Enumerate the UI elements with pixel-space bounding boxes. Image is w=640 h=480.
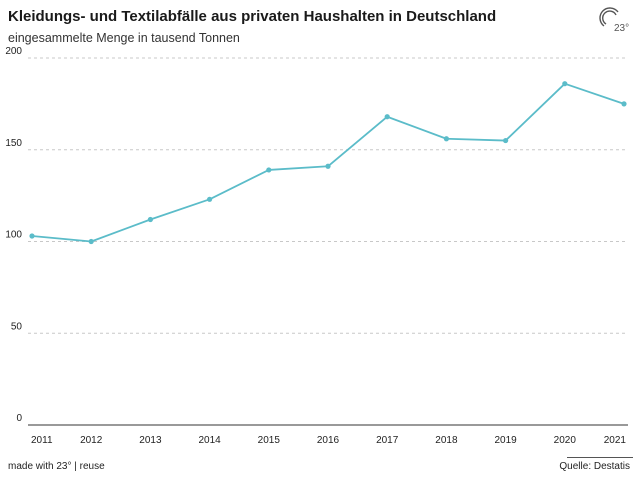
y-tick-label: 0 [16, 413, 22, 424]
made-with-link[interactable]: made with 23° | reuse [8, 461, 105, 472]
brand-logo-icon[interactable]: 23° [596, 6, 630, 34]
series-layer [29, 81, 627, 245]
data-point[interactable] [147, 216, 153, 223]
data-point[interactable] [325, 163, 331, 169]
data-point[interactable] [207, 196, 213, 202]
y-tick-label: 200 [5, 46, 22, 57]
x-tick-labels: 2011 2012 2013 2014 2015 2016 2017 2018 2019 2020… [31, 435, 626, 446]
y-tick-labels: 0 50 100 150 200 [5, 46, 22, 424]
x-tick-label: 2016 [317, 435, 340, 446]
data-point[interactable] [384, 114, 390, 120]
x-tick-label: 2019 [494, 435, 517, 446]
data-point[interactable] [562, 81, 568, 87]
chart-title: Kleidungs- und Textilabfälle aus private… [8, 8, 497, 25]
y-tick-label: 100 [5, 230, 22, 241]
grid-lines [28, 57, 628, 426]
x-tick-label: 2020 [554, 435, 577, 446]
series-line [31, 82, 625, 243]
y-tick-label: 50 [11, 321, 23, 332]
data-point[interactable] [443, 136, 449, 142]
data-point[interactable] [88, 238, 94, 245]
x-tick-label: 2018 [435, 435, 458, 446]
y-tick-label: 150 [5, 138, 22, 149]
footer-divider [567, 457, 633, 458]
data-point[interactable] [266, 167, 272, 173]
x-tick-label: 2014 [198, 435, 221, 446]
data-point[interactable] [503, 137, 509, 144]
data-point[interactable] [621, 101, 627, 107]
x-tick-label: 2015 [258, 435, 281, 446]
chart-subtitle: eingesammelte Menge in tausend Tonnen [8, 31, 240, 45]
x-tick-label: 2013 [139, 435, 162, 446]
source-label: Quelle: Destatis [559, 461, 630, 472]
x-tick-label: 2011 [31, 435, 53, 446]
x-tick-label: 2012 [80, 435, 103, 446]
logo-text: 23° [614, 23, 629, 34]
x-tick-label: 2021 [604, 435, 627, 446]
data-point[interactable] [29, 233, 35, 239]
x-tick-label: 2017 [376, 435, 399, 446]
